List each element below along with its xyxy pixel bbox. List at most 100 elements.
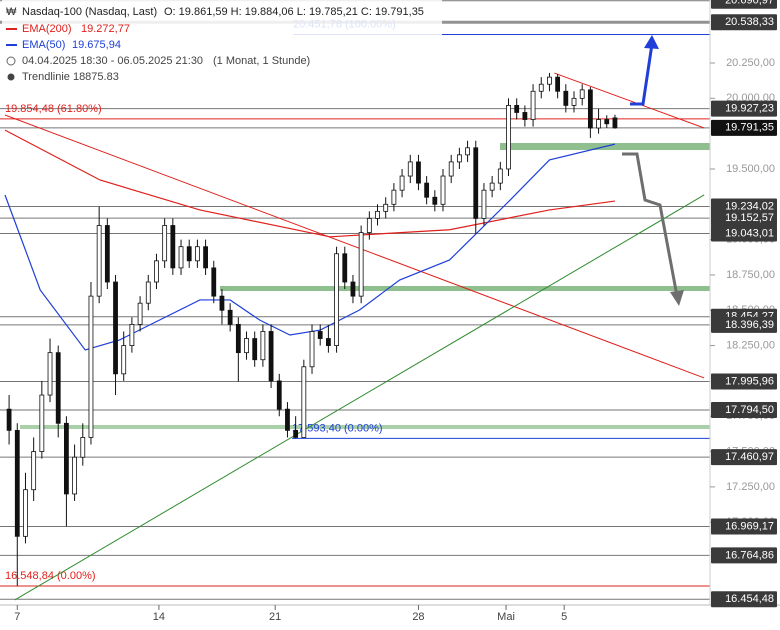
price-label: 19.234,02 [725,200,774,212]
logo: ₩ [6,6,17,18]
x-tick-label: Mai [497,611,515,623]
price-label: 19.927,23 [725,103,774,115]
arrows [622,35,684,306]
ema-line [4,143,616,351]
candle-body [31,451,37,491]
ema-line [4,129,616,238]
candle-body [563,90,569,106]
date-range: 04.04.2025 18:30 - 06.05.2025 21:30 [22,55,203,67]
down-arrow [622,152,679,297]
candle-body [227,309,233,325]
price-box [711,225,777,242]
candle-body [571,97,577,106]
candle-body [219,295,225,311]
candle-body [391,189,397,205]
candle-body [80,437,86,458]
price-box [711,100,777,117]
candle-body [522,112,528,120]
candle-body [465,147,470,156]
candle-body [555,76,561,92]
candle-body [72,456,77,495]
price-label: 16.454,48 [725,593,774,605]
candle-body [203,246,208,269]
candle-body [440,175,446,205]
legend-value: 19.675,94 [72,39,121,51]
header-bg [2,0,442,88]
fib-label: 16.548,84 (0.00%) [5,570,96,582]
price-box [711,210,777,227]
candle-body [154,260,159,283]
price-box [711,316,777,333]
up-arrow [630,43,654,106]
price-box [711,401,777,418]
candle-body [244,338,249,354]
icon [6,56,16,66]
price-box [711,591,777,608]
price-box [711,547,777,564]
candle-body [596,119,601,129]
price-box [711,14,777,31]
candle-body [121,345,127,375]
candle-body [301,366,307,438]
ohlc: O: 19.861,59 H: 19.884,06 L: 19.785,21 C… [164,6,424,18]
x-tick-label: 5 [561,611,567,623]
candle-body [604,119,610,125]
arrow-head [670,290,684,306]
trendline [4,114,705,379]
candle-body [252,338,258,361]
candle-body [293,429,299,438]
x-tick-label: 21 [269,611,281,623]
price-box [711,518,777,535]
price-box [711,449,777,466]
candle-body [317,331,323,339]
candle-body [358,232,364,297]
candle-body [506,105,511,170]
price-label: 19.791,35 [725,122,774,134]
candle-body [268,331,274,382]
candle-body [456,154,462,163]
x-tick-label: 7 [14,611,20,623]
fib-label: 17.593,40 (0.00%) [292,422,383,434]
price-label: 20.538,33 [725,16,774,28]
price-label: 17.794,50 [725,404,774,416]
legend-name: EMA(50) [22,39,65,51]
candle-body [579,89,585,99]
candle-body [194,246,200,262]
candle-body [399,175,405,191]
trendline [14,194,705,601]
price-box [711,119,777,136]
candle-body [14,429,20,537]
candle-body [170,225,176,269]
legend-value: 19.272,77 [81,23,130,35]
price-label: 17.995,96 [725,375,774,387]
candle-body [473,147,479,219]
y-tick-label: 17.250,00 [726,481,775,493]
candle-body [129,323,135,346]
candle-body [285,408,290,431]
candle-body [145,281,151,304]
legend-name: EMA(200) [22,23,72,35]
header: ₩ Nasdaq-100 (Nasdaq, Last) O: 19.861,59… [2,0,442,88]
candle-body [612,117,618,129]
y-tick-label: 18.750,00 [726,269,775,281]
candle-body [587,89,593,129]
support-zone [20,425,710,429]
arrow-head [644,35,659,49]
candle-body [39,394,45,452]
candle-body [481,189,487,219]
price-label: 17.460,97 [725,451,774,463]
candle-body [88,295,94,438]
candle-body [424,182,430,198]
trendline [554,72,705,129]
candle-body [514,105,520,113]
price-label: 16.969,17 [725,520,774,532]
candle-body [489,182,495,191]
candle-body [416,161,421,184]
price-box [711,0,777,9]
candle-body [309,331,315,368]
candle-body [64,422,69,495]
period: (1 Monat, 1 Stunde) [213,55,310,67]
